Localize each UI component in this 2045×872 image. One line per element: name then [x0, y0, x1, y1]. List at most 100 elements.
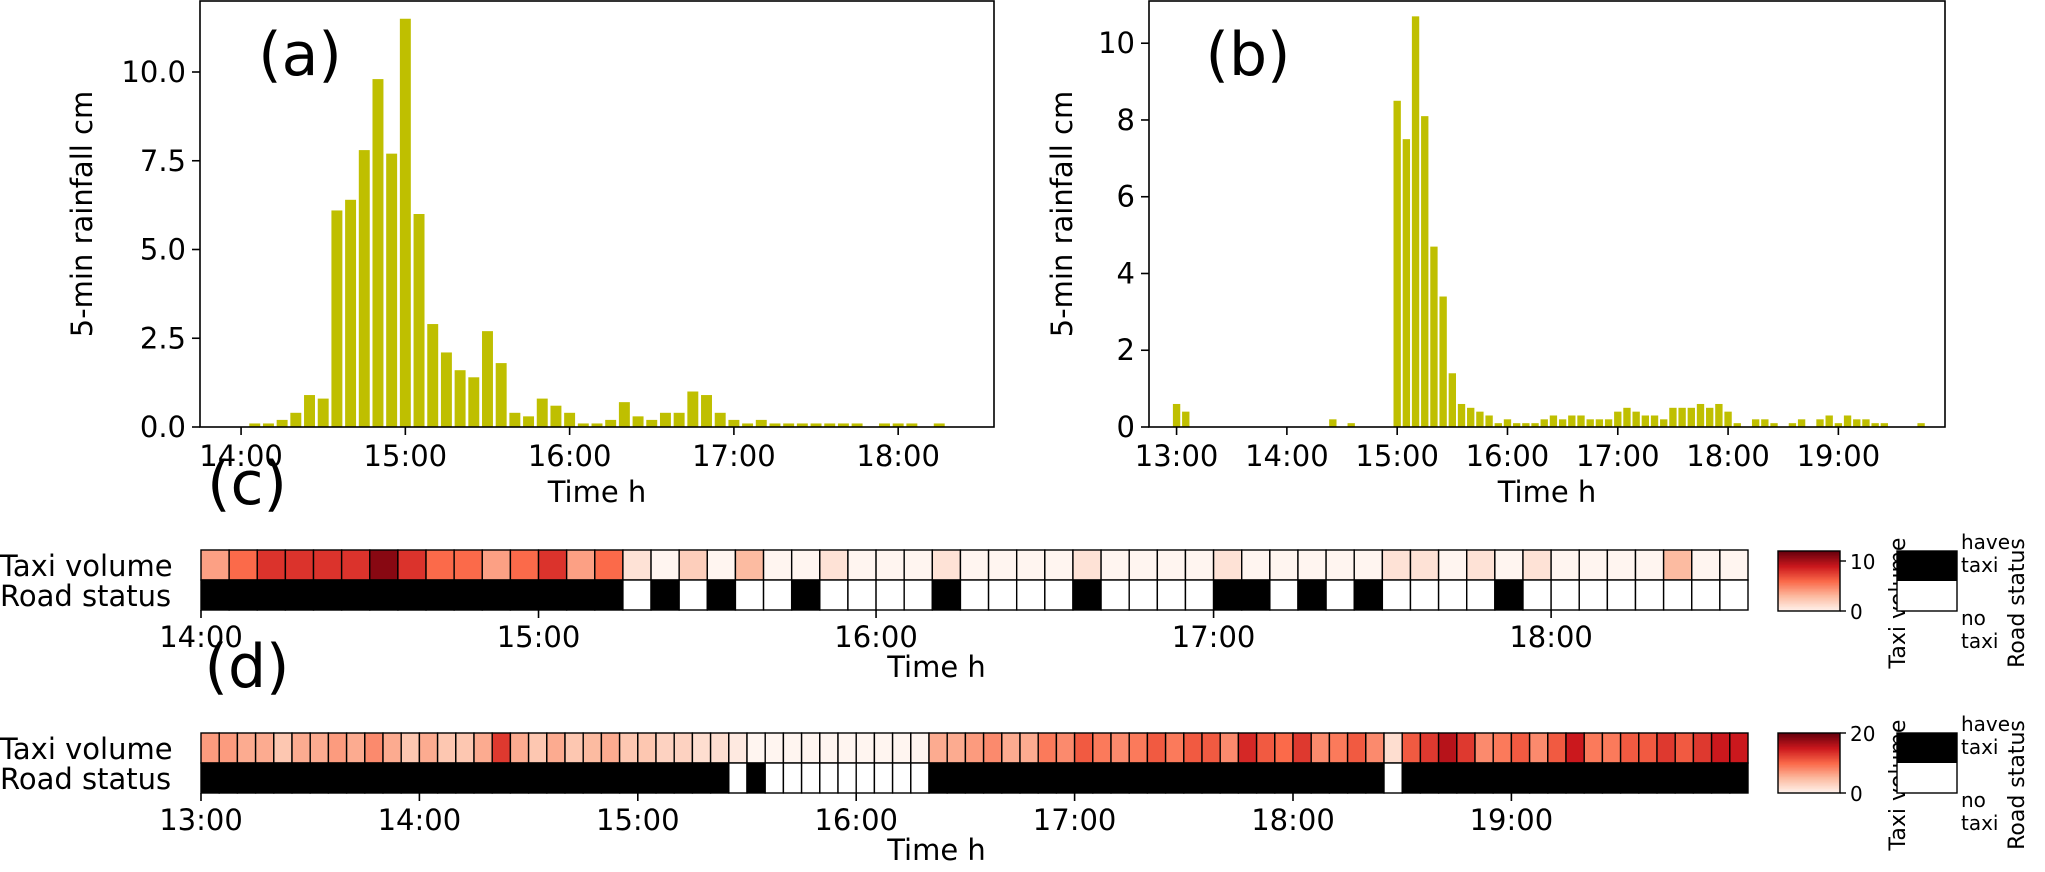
x-tick-label: 16:00 [814, 803, 898, 837]
rainfall-bar [468, 377, 480, 427]
taxi-volume-cell [1674, 732, 1695, 764]
y-tick-label: 0.0 [140, 410, 186, 444]
colorbar-tick-label: 0 [1850, 600, 1863, 624]
taxi-volume-cell [1409, 549, 1440, 581]
road-status-no-taxi-cell [1606, 579, 1637, 611]
taxi-volume-cell [673, 732, 694, 764]
taxi-volume-cell [1146, 732, 1167, 764]
road-status-have-taxi-cell [600, 762, 621, 794]
colorbar-gradient-segment [1778, 573, 1840, 576]
rainfall-bar [1402, 139, 1411, 427]
taxi-volume-cell [436, 732, 457, 764]
colorbar-gradient-segment [1778, 782, 1840, 785]
road-status-have-taxi-cell [1656, 762, 1676, 794]
taxi-volume-cell [1100, 549, 1130, 581]
taxi-volume-cell [931, 549, 962, 581]
taxi-volume-cell [782, 732, 803, 764]
road-status-have-taxi-cell [340, 579, 371, 611]
rainfall-bar [701, 395, 712, 427]
colorbar-gradient-segment [1778, 561, 1840, 564]
colorbar-gradient-segment [1778, 746, 1840, 749]
road-status-have-taxi-cell [1328, 762, 1349, 794]
rainfall-bar [1706, 407, 1714, 427]
road-status-have-taxi-cell [537, 579, 568, 611]
road-status-have-taxi-cell [400, 762, 421, 794]
rainfall-bar [509, 412, 521, 427]
taxi-volume-cell [537, 549, 568, 581]
road-status-no-taxi-cell [1044, 579, 1074, 611]
legend-no-taxi-swatch [1897, 763, 1957, 793]
x-tick-label: 15:00 [497, 620, 581, 654]
taxi-volume-cell [903, 549, 934, 581]
taxi-volume-cell [546, 732, 566, 764]
road-status-have-taxi-cell [284, 579, 315, 611]
rainfall-bar [454, 370, 466, 427]
rainfall-bar [1467, 407, 1475, 427]
rainfall-bar [1476, 411, 1484, 427]
rainfall-bar [1540, 419, 1548, 427]
taxi-volume-cell [1550, 549, 1580, 581]
taxi-volume-cell [228, 549, 258, 581]
rainfall-bar [304, 395, 315, 427]
road-status-have-taxi-cell [1183, 762, 1203, 794]
colorbar-gradient-segment [1778, 554, 1840, 557]
taxi-volume-cell [1092, 732, 1112, 764]
road-status-have-taxi-cell [256, 579, 287, 611]
taxi-volume-cell [455, 732, 475, 764]
road-status-have-taxi-cell [382, 762, 402, 794]
rainfall-bar [523, 416, 535, 427]
rainfall-bar [742, 423, 754, 427]
rainfall-bar [714, 412, 726, 427]
road-status-no-taxi-cell [1409, 579, 1440, 611]
rainfall-bar [564, 412, 576, 427]
road-status-have-taxi-cell [1092, 762, 1112, 794]
x-tick-label: 19:00 [1797, 439, 1881, 473]
road-status-have-taxi-cell [1237, 762, 1258, 794]
road-status-have-taxi-cell [418, 762, 439, 794]
x-tick-label: 14:00 [1245, 439, 1329, 473]
taxi-volume-cell [1692, 732, 1713, 764]
rainfall-bar [646, 419, 658, 427]
colorbar-gradient-segment [1778, 784, 1840, 787]
taxi-volume-cell [600, 732, 621, 764]
taxi-volume-cell [1044, 549, 1074, 581]
rainfall-bar [1558, 419, 1567, 427]
road-status-have-taxi-cell [673, 762, 694, 794]
rainfall-bar [1604, 419, 1613, 427]
road-status-have-taxi-cell [312, 579, 343, 611]
colorbar-gradient-segment [1778, 575, 1840, 578]
taxi-volume-cell [397, 549, 427, 581]
taxi-volume-cell [728, 732, 748, 764]
road-status-have-taxi-cell [397, 579, 427, 611]
taxi-volume-cell [1297, 549, 1327, 581]
x-tick-label: 16:00 [528, 439, 612, 473]
colorbar-gradient-segment [1778, 563, 1840, 566]
colorbar-gradient-segment [1778, 742, 1840, 745]
taxi-volume-cell [847, 549, 877, 581]
legend-no-taxi-label-line1: no [1961, 606, 1986, 630]
colorbar-gradient-segment [1778, 739, 1840, 742]
rainfall-bar [1853, 419, 1861, 427]
rainfall-bar [577, 423, 589, 427]
colorbar-gradient-segment [1778, 608, 1840, 611]
rainfall-bar [1329, 419, 1337, 427]
colorbar-gradient-segment [1778, 585, 1840, 588]
road-status-have-taxi-cell [1241, 579, 1271, 611]
rainfall-bar [796, 423, 808, 427]
taxi-volume-cell [982, 732, 1003, 764]
taxi-volume-cell [1662, 549, 1693, 581]
y-axis-title: 5-min rainfall cm [65, 91, 99, 337]
road-status-have-taxi-cell [1072, 579, 1102, 611]
colorbar-gradient-segment [1778, 779, 1840, 782]
taxi-volume-cell [618, 732, 639, 764]
taxi-volume-cell [1328, 732, 1349, 764]
rainfall-bar [317, 398, 329, 427]
taxi-volume-cell [1212, 549, 1243, 581]
road-status-no-taxi-cell [1691, 579, 1721, 611]
colorbar-gradient-segment [1778, 564, 1840, 567]
colorbar-gradient-segment [1778, 558, 1840, 561]
taxi-volume-cell [764, 732, 785, 764]
road-status-no-taxi-cell [847, 579, 877, 611]
colorbar-gradient-segment [1778, 745, 1840, 748]
rainfall-bar [550, 405, 562, 427]
